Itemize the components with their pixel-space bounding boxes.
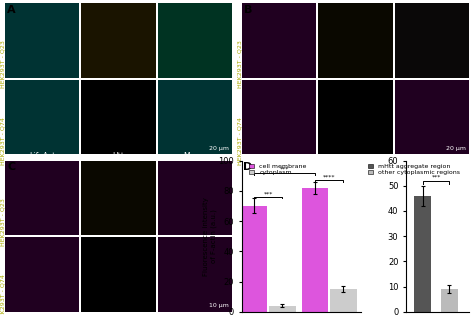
Bar <box>441 289 458 312</box>
Bar <box>269 306 296 312</box>
Title: LifeAct: LifeAct <box>29 152 55 161</box>
Legend: mHtt aggregate region, other cytoplasmic regions: mHtt aggregate region, other cytoplasmic… <box>368 164 460 175</box>
Y-axis label: HEK293T - Q23: HEK293T - Q23 <box>1 40 6 88</box>
Bar <box>330 289 357 312</box>
Text: ***: *** <box>280 167 289 172</box>
Text: C: C <box>7 162 15 172</box>
Bar <box>414 196 431 312</box>
Title: Phalloidin: Phalloidin <box>260 0 298 3</box>
Y-axis label: HEK293T - Q74: HEK293T - Q74 <box>237 117 243 165</box>
Title: Merge: Merge <box>183 152 207 161</box>
Text: ****: **** <box>323 175 336 180</box>
Title: Merge: Merge <box>183 0 207 3</box>
Title: DAPI: DAPI <box>33 0 51 3</box>
Y-axis label: Fluorescence intensity
of F-actin (a.u.): Fluorescence intensity of F-actin (a.u.) <box>203 197 217 276</box>
Y-axis label: HEK293T - Q23: HEK293T - Q23 <box>237 40 243 88</box>
Text: 20 μm: 20 μm <box>446 146 465 151</box>
Bar <box>241 206 267 312</box>
Text: B: B <box>244 5 252 15</box>
Text: ***: *** <box>264 191 273 196</box>
Bar <box>301 188 328 312</box>
Text: ***: *** <box>431 175 441 180</box>
Text: 10 μm: 10 μm <box>209 303 229 308</box>
Text: D: D <box>243 162 252 172</box>
Title: Merge: Merge <box>420 0 444 3</box>
Legend: cell membrane, cytoplasm: cell membrane, cytoplasm <box>249 164 307 175</box>
Title: Htt: Htt <box>113 0 125 3</box>
Y-axis label: HEK293T - Q23: HEK293T - Q23 <box>1 198 6 246</box>
Title: Htt: Htt <box>349 0 361 3</box>
Title: Htt: Htt <box>113 152 125 161</box>
Text: 20 μm: 20 μm <box>209 146 229 151</box>
Text: A: A <box>7 5 16 15</box>
Y-axis label: HEK293T - Q74: HEK293T - Q74 <box>1 117 6 165</box>
Y-axis label: HEK293T - Q74: HEK293T - Q74 <box>1 275 6 315</box>
